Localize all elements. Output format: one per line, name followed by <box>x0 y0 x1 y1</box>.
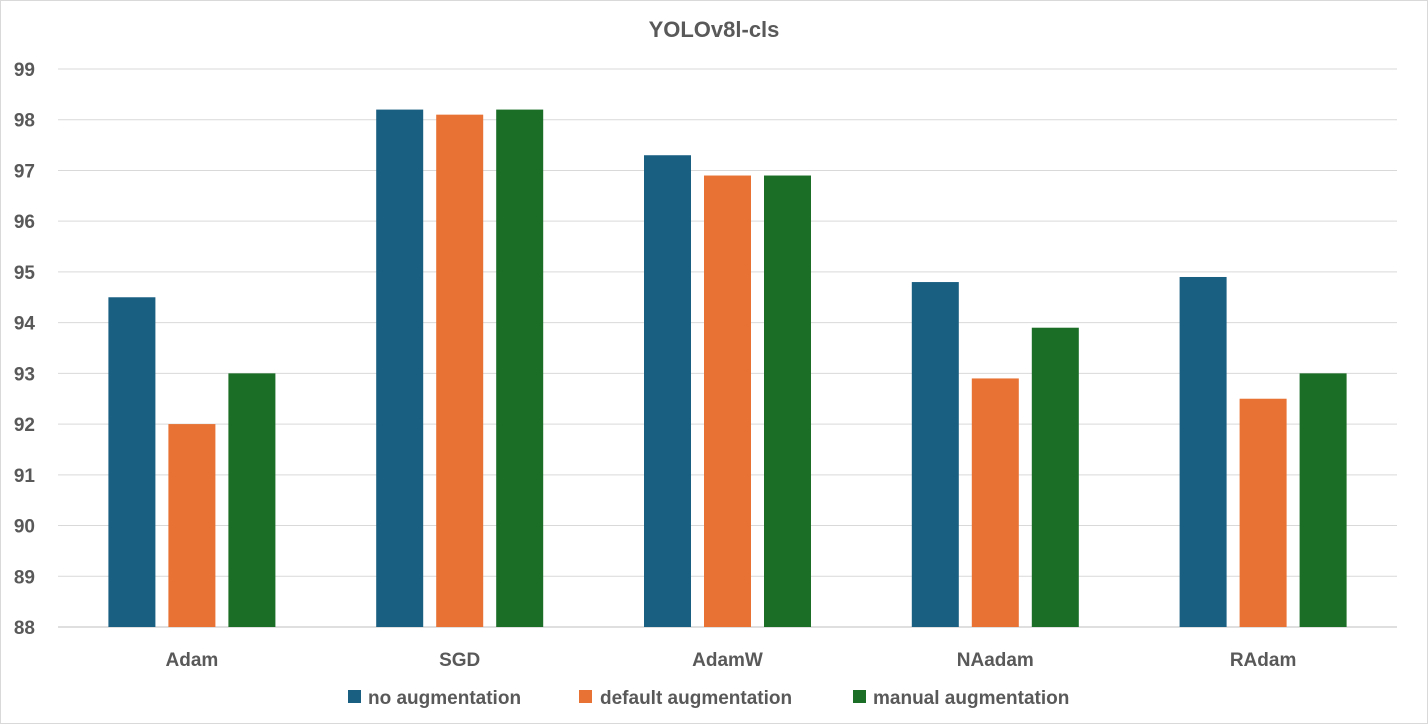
bar-adamw-series-0 <box>644 155 691 627</box>
y-axis-ticks: 88 89 90 91 92 93 94 95 96 97 98 99 <box>14 60 36 639</box>
y-tick-label: 91 <box>14 466 36 487</box>
bar-sgd-series-1 <box>436 114 484 628</box>
legend-swatch <box>853 690 866 703</box>
x-tick-label: NAadam <box>957 650 1034 671</box>
legend-label: manual augmentation <box>873 688 1069 709</box>
bar-adamw-series-1 <box>704 175 751 627</box>
bar-sgd-series-0 <box>376 109 424 628</box>
x-tick-label: SGD <box>439 650 480 671</box>
bar-naadam-series-2 <box>1031 327 1079 627</box>
legend-label: default augmentation <box>600 688 792 709</box>
bar-adamw-series-2 <box>764 175 811 627</box>
y-tick-label: 90 <box>14 517 35 538</box>
y-tick-label: 89 <box>14 567 35 588</box>
legend-swatch <box>579 690 592 703</box>
legend-swatch <box>348 690 361 703</box>
y-tick-label: 96 <box>14 212 35 233</box>
bars <box>108 109 1347 628</box>
x-axis-ticks: Adam SGD AdamW NAadam RAdam <box>166 650 1297 671</box>
bar-radam-series-2 <box>1299 373 1347 627</box>
y-tick-label: 88 <box>14 618 35 639</box>
x-tick-label: RAdam <box>1230 650 1297 671</box>
y-tick-label: 94 <box>14 314 36 335</box>
y-tick-label: 98 <box>14 111 35 132</box>
chart-title: YOLOv8l-cls <box>649 17 780 42</box>
legend-label: no augmentation <box>368 688 521 709</box>
y-tick-label: 99 <box>14 60 35 81</box>
y-tick-label: 92 <box>14 415 35 436</box>
bar-naadam-series-1 <box>971 378 1019 627</box>
bar-adam-series-1 <box>168 424 216 627</box>
bar-adam-series-0 <box>108 297 156 627</box>
y-tick-label: 93 <box>14 364 35 385</box>
bar-adam-series-2 <box>228 373 276 627</box>
x-tick-label: AdamW <box>692 650 763 671</box>
y-tick-label: 95 <box>14 263 36 284</box>
y-tick-label: 97 <box>14 161 35 182</box>
bar-radam-series-1 <box>1239 398 1287 627</box>
x-tick-label: Adam <box>166 650 219 671</box>
bar-naadam-series-0 <box>911 282 959 627</box>
bar-sgd-series-2 <box>496 109 544 628</box>
bar-radam-series-0 <box>1179 276 1227 627</box>
legend: no augmentation default augmentation manua… <box>348 688 1069 709</box>
